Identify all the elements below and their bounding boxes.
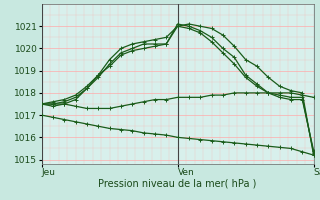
X-axis label: Pression niveau de la mer( hPa ): Pression niveau de la mer( hPa )	[99, 179, 257, 189]
